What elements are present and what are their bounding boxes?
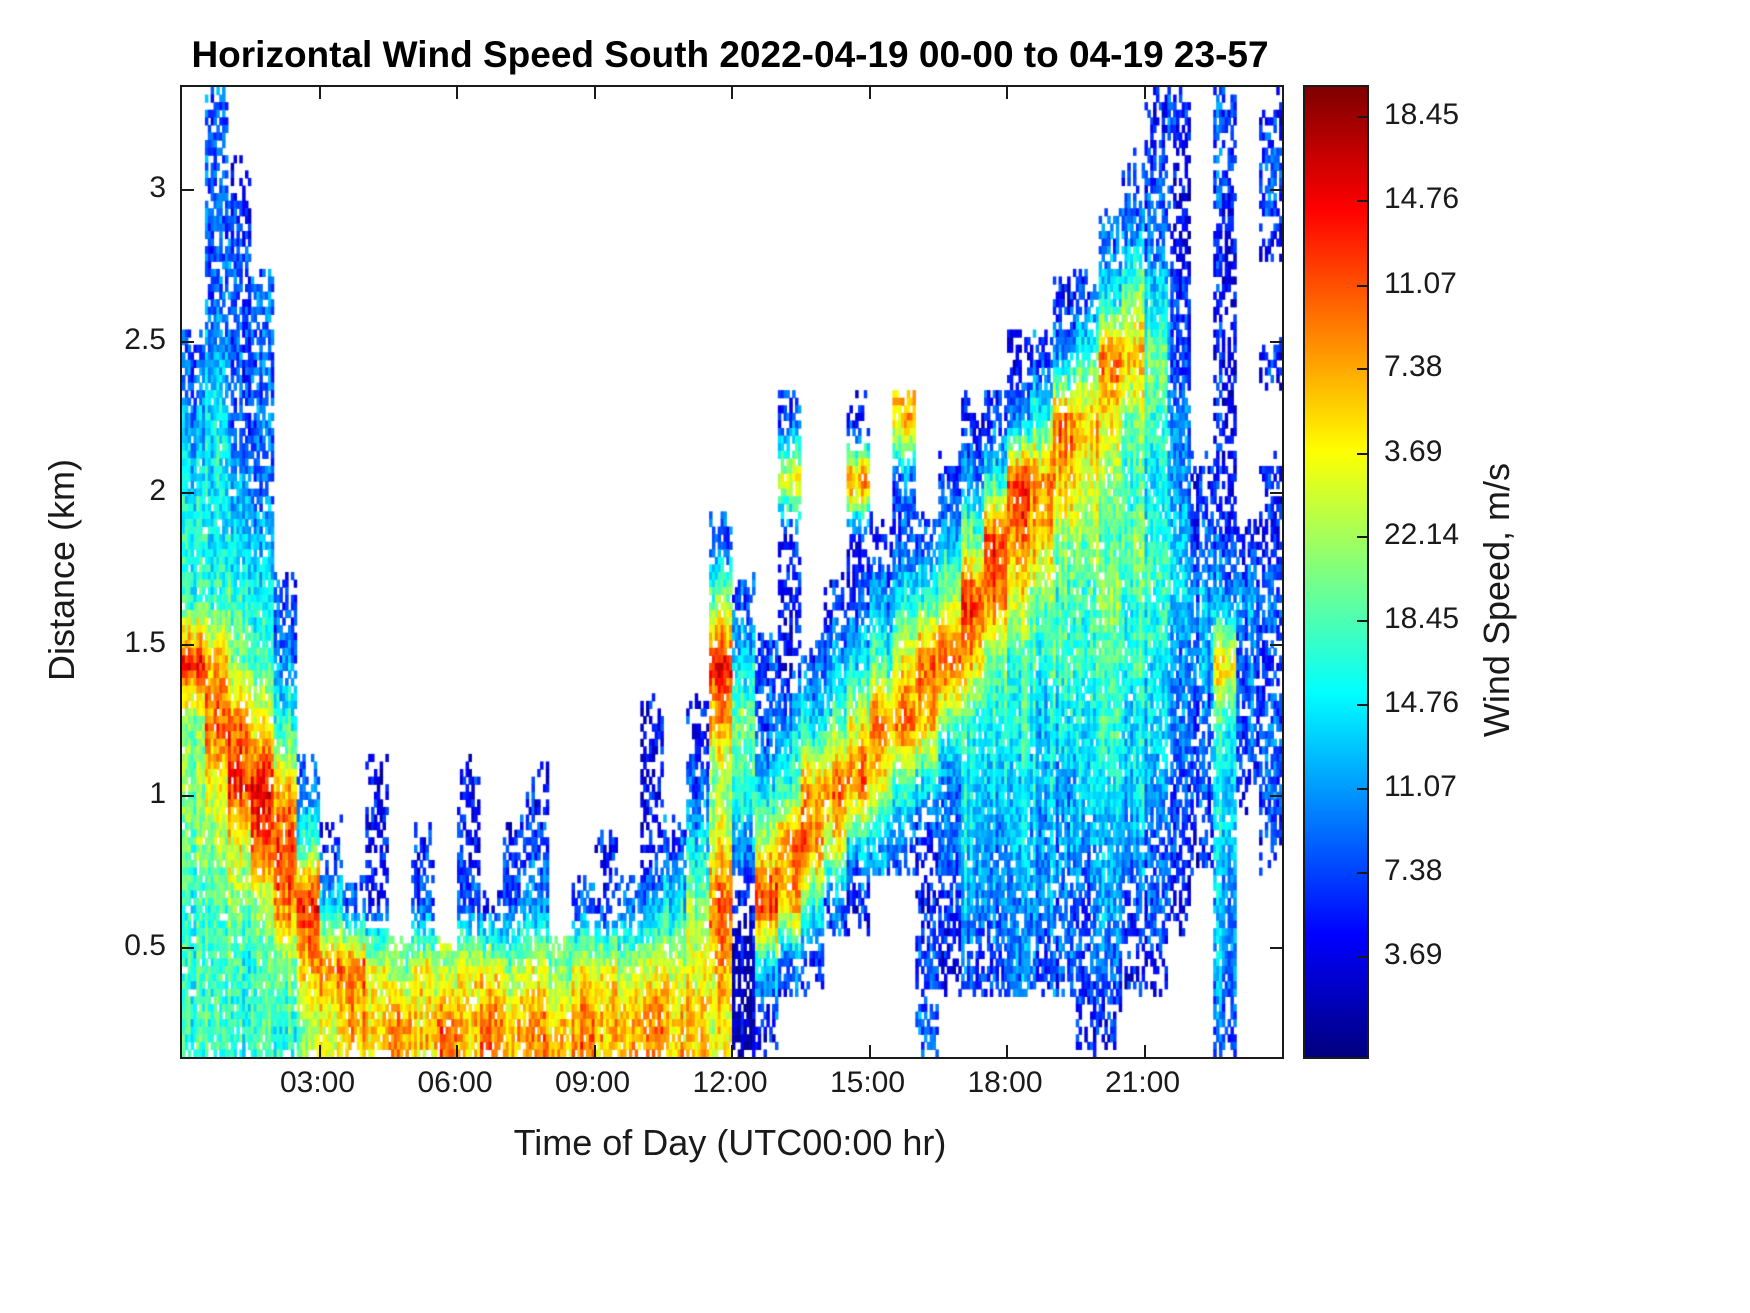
chart-title: Horizontal Wind Speed South 2022-04-19 0…: [191, 34, 1269, 75]
x-tick-mark: [731, 1045, 733, 1057]
colorbar-tick-label: 7.38: [1384, 350, 1443, 384]
colorbar-tick-label: 11.07: [1384, 770, 1457, 804]
y-tick-mark: [1270, 643, 1282, 646]
colorbar-tick-label: 18.45: [1384, 602, 1460, 636]
x-tick-mark: [456, 1045, 458, 1057]
colorbar-tick-mark: [1357, 871, 1367, 874]
colorbar-tick-mark: [1357, 284, 1367, 287]
x-tick-mark: [868, 87, 871, 99]
x-tick-mark: [731, 87, 733, 99]
x-tick-mark: [868, 1045, 871, 1057]
x-axis-label: Time of Day (UTC00:00 hr): [513, 1122, 947, 1163]
heatmap-canvas: [182, 87, 1282, 1057]
y-axis-label: Distance (km): [41, 458, 82, 682]
y-tick-mark: [182, 189, 194, 192]
colorbar: [1303, 85, 1369, 1059]
x-tick-label: 18:00: [967, 1066, 1043, 1099]
colorbar-tick-mark: [1357, 956, 1367, 959]
x-tick-mark: [593, 87, 596, 99]
y-tick-mark: [1270, 795, 1282, 798]
y-tick-label: 1.5: [124, 625, 166, 659]
y-tick-mark: [1270, 189, 1282, 192]
x-tick-mark: [318, 87, 321, 99]
colorbar-tick-mark: [1357, 368, 1367, 371]
colorbar-tick-label: 3.69: [1384, 938, 1443, 972]
colorbar-tick-mark: [1357, 536, 1367, 539]
colorbar-tick-mark: [1357, 620, 1367, 623]
x-tick-mark: [1006, 87, 1008, 99]
y-tick-label: 3: [149, 171, 166, 205]
colorbar-tick-label: 22.14: [1384, 518, 1460, 552]
y-tick-mark: [182, 946, 194, 949]
y-tick-mark: [182, 643, 194, 646]
colorbar-tick-label: 18.45: [1384, 98, 1460, 132]
colorbar-gradient-canvas: [1305, 87, 1367, 1057]
y-tick-label: 2: [149, 474, 166, 508]
colorbar-tick-label: 14.76: [1384, 685, 1460, 719]
y-tick-label: 0.5: [124, 928, 166, 962]
x-tick-label: 06:00: [417, 1066, 493, 1099]
y-tick-mark: [1270, 492, 1282, 495]
x-tick-mark: [1006, 1045, 1008, 1057]
x-tick-mark: [456, 87, 458, 99]
colorbar-tick-mark: [1357, 703, 1367, 706]
x-tick-mark: [1143, 87, 1146, 99]
y-tick-mark: [1270, 340, 1282, 343]
y-tick-label: 2.5: [124, 322, 166, 356]
y-tick-mark: [1270, 946, 1282, 949]
x-tick-label: 12:00: [692, 1066, 768, 1099]
x-tick-mark: [1143, 1045, 1146, 1057]
x-tick-label: 15:00: [829, 1066, 906, 1099]
colorbar-tick-mark: [1357, 200, 1367, 203]
colorbar-tick-label: 7.38: [1384, 853, 1443, 887]
y-tick-mark: [182, 492, 194, 495]
x-tick-mark: [318, 1045, 321, 1057]
x-tick-label: 03:00: [279, 1066, 356, 1099]
y-tick-label: 1: [149, 777, 166, 811]
x-tick-mark: [593, 1045, 596, 1057]
colorbar-tick-mark: [1357, 452, 1367, 455]
x-tick-label: 09:00: [554, 1066, 631, 1099]
x-tick-label: 21:00: [1104, 1066, 1181, 1099]
colorbar-tick-mark: [1357, 116, 1367, 119]
colorbar-tick-label: 3.69: [1384, 434, 1443, 468]
colorbar-tick-label: 14.76: [1384, 182, 1460, 216]
colorbar-tick-mark: [1357, 788, 1367, 791]
colorbar-tick-label: 11.07: [1384, 266, 1457, 300]
y-tick-mark: [182, 795, 194, 798]
colorbar-label: Wind Speed, m/s: [1476, 462, 1517, 738]
y-tick-mark: [182, 340, 194, 343]
plot-area: [180, 85, 1284, 1059]
